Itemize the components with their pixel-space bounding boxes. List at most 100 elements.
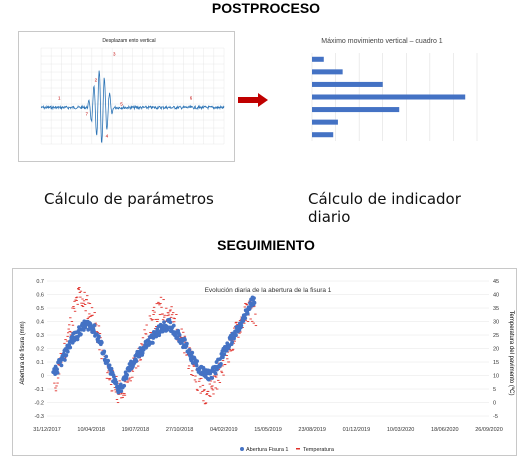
temperature-point xyxy=(56,377,60,379)
temperature-point xyxy=(141,337,145,339)
temperature-point xyxy=(83,304,87,305)
temperature-point xyxy=(235,321,238,323)
temperature-point xyxy=(107,370,110,372)
tracking-y-tick: -0.2 xyxy=(35,401,44,407)
tracking-y-tick: 0.2 xyxy=(36,347,44,353)
temperature-point xyxy=(155,303,158,305)
signal-chart-panel: Desplazam ento vertical 1 2 3 4 5 6 7 xyxy=(18,31,235,162)
tracking-y2-tick: 25 xyxy=(493,333,499,339)
temperature-point xyxy=(229,350,233,352)
crack-opening-point xyxy=(230,340,235,345)
temperature-point xyxy=(236,324,239,325)
crack-opening-point xyxy=(195,359,200,364)
legend-temp-marker xyxy=(296,448,300,450)
daily-indicator-bar-chart: Máximo movimiento vertical – cuadro 1 xyxy=(311,38,478,141)
crack-opening-point xyxy=(171,323,176,328)
temperature-point xyxy=(246,321,250,322)
crack-opening-point xyxy=(243,316,248,321)
temperature-point xyxy=(57,373,61,375)
temperature-point xyxy=(157,301,160,303)
temperature-point xyxy=(196,389,199,391)
temperature-point xyxy=(144,333,148,335)
temperature-point xyxy=(155,326,158,327)
temperature-point xyxy=(227,361,231,363)
crack-opening-point xyxy=(114,380,119,385)
signal-line xyxy=(40,70,225,143)
temperature-point xyxy=(129,380,132,382)
temperature-point xyxy=(121,396,125,398)
tracking-chart-title: Evolución diaria de la abertura de la fi… xyxy=(205,287,332,294)
temperature-point xyxy=(81,306,85,307)
temperature-point xyxy=(88,303,92,305)
tracking-y2-tick: 0 xyxy=(493,401,496,407)
bar-chart-panel: Máximo movimiento vertical – cuadro 1 xyxy=(272,31,492,164)
temperature-point xyxy=(214,387,217,389)
temperature-point xyxy=(169,316,173,318)
temperature-point xyxy=(80,302,83,304)
crack-opening-point xyxy=(215,367,219,372)
signal-chart-title: Desplazam ento vertical xyxy=(102,38,155,44)
temperature-point xyxy=(154,318,157,320)
signal-marker-label: 7 xyxy=(85,112,88,117)
tracking-y2-tick: 20 xyxy=(493,347,499,353)
crack-opening-point xyxy=(96,334,101,339)
legend-temp-label: Temperatura xyxy=(303,447,335,453)
temperature-point xyxy=(90,307,94,309)
temperature-point xyxy=(167,312,170,314)
temperature-point xyxy=(170,306,173,308)
crack-opening-point xyxy=(86,327,91,332)
crack-opening-point xyxy=(122,383,127,388)
temperature-point xyxy=(176,339,179,341)
tracking-x-tick: 19/07/2018 xyxy=(122,427,150,433)
temperature-point xyxy=(165,307,168,309)
tracking-x-tick: 31/12/2017 xyxy=(33,427,61,433)
temperature-point xyxy=(221,365,224,367)
temperature-point xyxy=(208,395,211,397)
heading-seguimiento: SEGUIMIENTO xyxy=(217,237,315,253)
temperature-point xyxy=(212,393,215,395)
signal-marker-label: 3 xyxy=(113,52,116,57)
temperature-point xyxy=(114,389,117,391)
temperature-point xyxy=(108,378,112,380)
temperature-point xyxy=(183,335,187,337)
temperature-point xyxy=(86,295,89,297)
crack-opening-point xyxy=(68,345,73,350)
temperature-point xyxy=(56,382,59,384)
temperature-point xyxy=(187,365,191,367)
temperature-point xyxy=(218,382,222,383)
crack-opening-point xyxy=(184,341,189,346)
signal-marker-label: 5 xyxy=(120,102,123,107)
temperature-point xyxy=(157,302,161,304)
crack-opening-point xyxy=(79,332,83,337)
crack-opening-point xyxy=(162,320,166,325)
caption-parametros: Cálculo de parámetros xyxy=(44,190,214,208)
temperature-point xyxy=(168,310,172,312)
temperature-point xyxy=(193,364,196,366)
temperature-point xyxy=(197,380,201,382)
temperature-point xyxy=(245,304,249,306)
temperature-point xyxy=(191,375,195,376)
crack-opening-point xyxy=(177,333,182,337)
tracking-chart-panel: Evolución diaria de la abertura de la fi… xyxy=(12,268,517,456)
heading-postproceso: POSTPROCESO xyxy=(211,0,321,16)
temperature-point xyxy=(93,312,96,314)
temperature-point xyxy=(129,377,132,379)
temperature-point xyxy=(175,328,179,330)
temperature-point xyxy=(73,310,77,312)
tracking-y2-tick: -5 xyxy=(493,414,498,420)
crack-opening-point xyxy=(107,363,112,368)
temperature-point xyxy=(202,390,206,392)
temperature-point xyxy=(185,354,189,356)
temperature-point xyxy=(243,322,246,324)
crack-opening-point xyxy=(252,300,257,305)
temperature-point xyxy=(79,290,83,292)
temperature-point xyxy=(171,312,175,314)
tracking-y-axis-label: Abertura de fisura (mm) xyxy=(20,321,26,384)
temperature-point xyxy=(211,385,214,387)
temperature-point xyxy=(78,287,81,288)
crack-opening-point xyxy=(165,324,169,329)
temperature-point xyxy=(63,342,66,344)
temperature-point xyxy=(100,358,103,360)
temperature-point xyxy=(86,318,90,319)
temperature-point xyxy=(239,331,242,333)
